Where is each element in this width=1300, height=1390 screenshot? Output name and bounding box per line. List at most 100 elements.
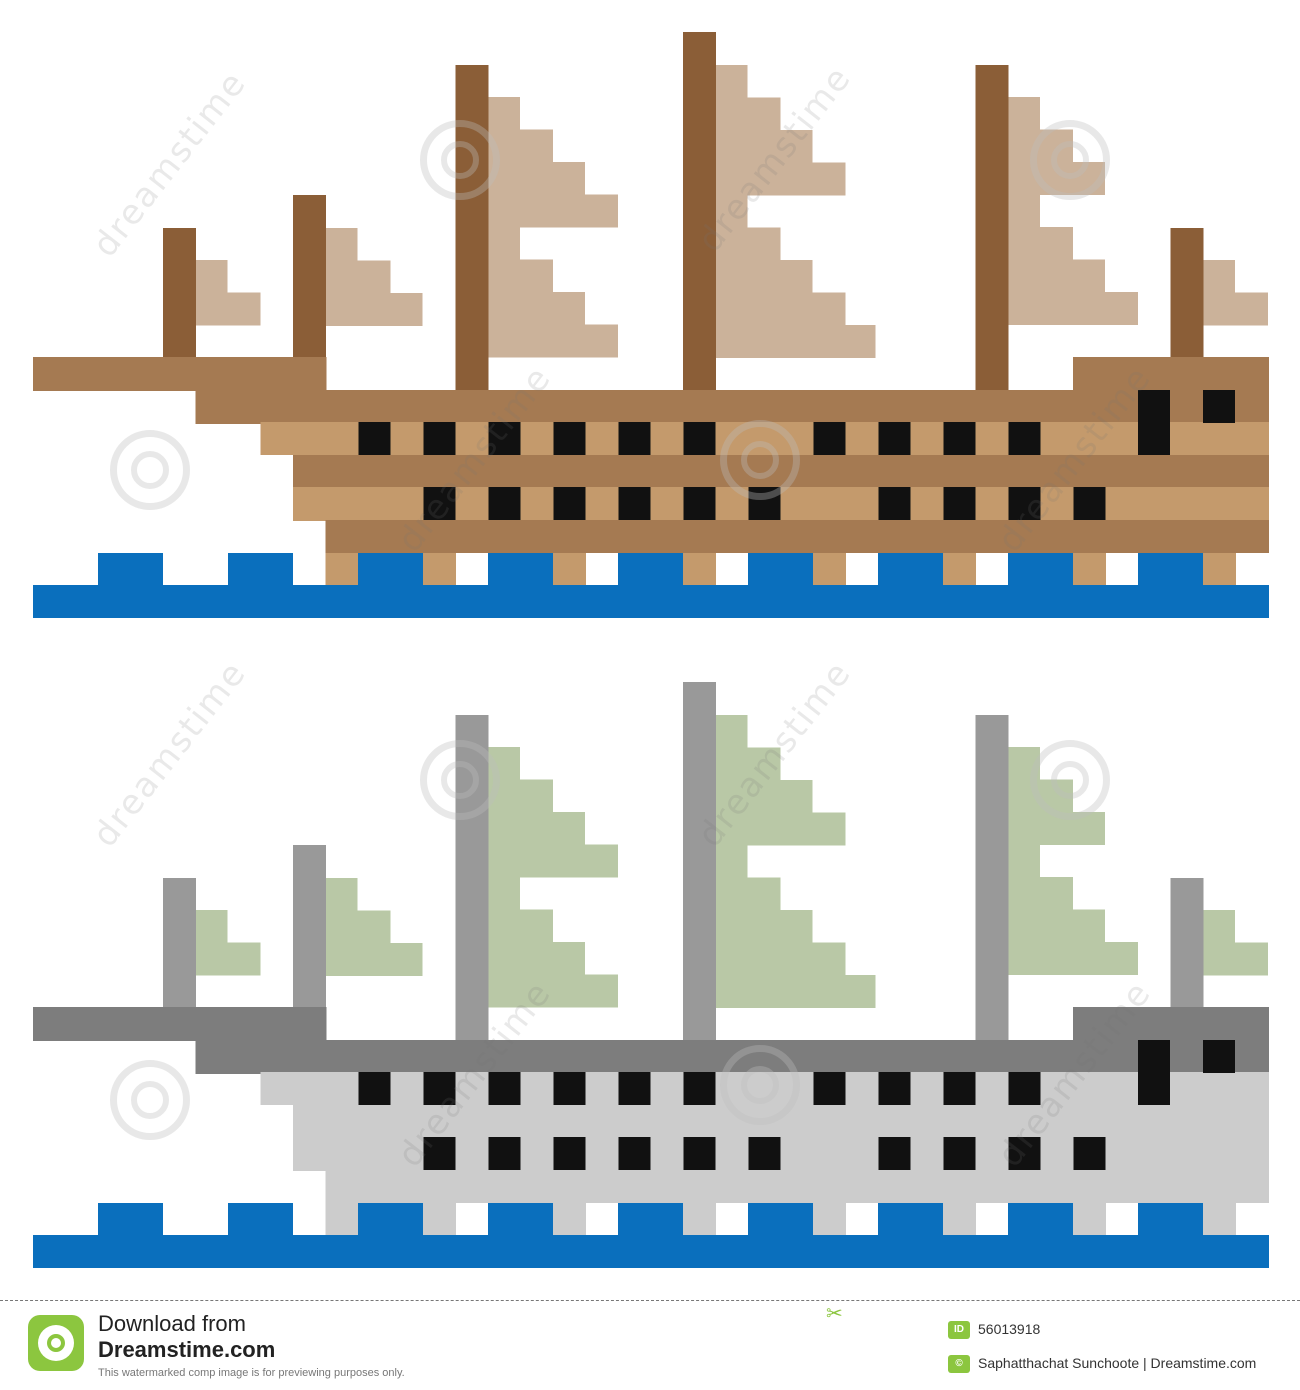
gun-port xyxy=(1008,1072,1041,1105)
gun-port xyxy=(488,1137,521,1170)
author-credit: Saphatthachat Sunchoote | Dreamstime.com xyxy=(978,1355,1257,1371)
sail-block xyxy=(715,715,748,748)
hull-row-4 xyxy=(325,520,1269,553)
wave xyxy=(488,1203,553,1236)
wave xyxy=(1138,1203,1203,1236)
watermark-spiral-icon xyxy=(110,430,190,510)
bowsprit xyxy=(33,1007,327,1041)
sail-block xyxy=(488,877,520,910)
sail-block xyxy=(715,260,813,293)
sail-block xyxy=(325,293,423,326)
keel-block xyxy=(1073,1203,1106,1236)
sail-block xyxy=(715,845,748,878)
stern-top xyxy=(1073,1007,1269,1041)
wave xyxy=(98,1203,163,1236)
sail-block xyxy=(488,162,585,195)
mast xyxy=(455,65,489,391)
gun-port xyxy=(488,1072,521,1105)
watermark-spiral-icon xyxy=(1030,740,1110,820)
sail-block xyxy=(715,65,748,98)
sail-block xyxy=(715,877,781,911)
keel-block xyxy=(943,553,976,586)
gun-port xyxy=(683,1137,716,1170)
keel-block xyxy=(683,1203,716,1236)
stern-window xyxy=(1203,1040,1235,1073)
sail-block xyxy=(715,780,813,813)
gun-port xyxy=(358,422,391,455)
wave xyxy=(228,1203,293,1236)
wave xyxy=(618,553,683,586)
hull-row-3 xyxy=(293,1137,1269,1171)
brown-ship xyxy=(33,32,1269,618)
sail-block xyxy=(1203,942,1268,976)
gun-port xyxy=(943,1072,976,1105)
sail-block xyxy=(195,942,261,976)
gun-port xyxy=(423,1137,456,1170)
wave xyxy=(1008,553,1073,586)
gun-port xyxy=(683,422,716,455)
sail-block xyxy=(715,130,813,163)
gun-port xyxy=(1008,422,1041,455)
sail-block xyxy=(1008,194,1040,228)
watermark-spiral-icon xyxy=(720,1045,800,1125)
gun-port xyxy=(943,1137,976,1170)
image-id: 56013918 xyxy=(978,1321,1041,1337)
water xyxy=(33,585,1269,618)
id-badge: ID xyxy=(948,1321,970,1339)
gun-port xyxy=(1073,487,1106,520)
watermark-spiral-icon xyxy=(110,1060,190,1140)
sail-block xyxy=(325,943,423,976)
sail-block xyxy=(488,942,585,975)
keel-block xyxy=(553,1203,586,1236)
site-name[interactable]: Dreamstime.com xyxy=(98,1337,276,1362)
bowsprit xyxy=(33,357,327,391)
wave xyxy=(878,1203,943,1236)
wave xyxy=(488,553,553,586)
keel-block xyxy=(683,553,716,586)
sail-block xyxy=(488,194,618,228)
sail-block xyxy=(715,747,781,781)
wave xyxy=(618,1203,683,1236)
gun-port xyxy=(878,422,911,455)
sail-block xyxy=(715,975,876,1008)
gun-port xyxy=(553,1137,586,1170)
mast xyxy=(975,65,1009,391)
gun-port xyxy=(813,1072,846,1105)
sail-block xyxy=(1203,292,1268,326)
gun-port xyxy=(553,487,586,520)
download-line: Download from xyxy=(98,1311,246,1336)
sail-block xyxy=(1008,844,1040,878)
wave xyxy=(228,553,293,586)
gun-port xyxy=(943,422,976,455)
wave xyxy=(878,553,943,586)
watermark-spiral-icon xyxy=(420,120,500,200)
sail-block xyxy=(488,259,553,293)
keel-block xyxy=(1203,553,1236,586)
stern-top xyxy=(1073,357,1269,391)
sail-block xyxy=(488,909,553,943)
sail-block xyxy=(195,260,228,293)
sail-block xyxy=(488,227,520,260)
gun-port xyxy=(618,1137,651,1170)
gun-port xyxy=(683,487,716,520)
wave xyxy=(98,553,163,586)
sail-block xyxy=(488,974,618,1008)
wave xyxy=(748,553,813,586)
watermark-spiral-icon xyxy=(420,740,500,820)
sail-block xyxy=(1008,259,1105,293)
water xyxy=(33,1235,1269,1268)
sail-block xyxy=(195,910,228,943)
wave xyxy=(748,1203,813,1236)
watermark-spiral-icon xyxy=(1030,120,1110,200)
gun-port xyxy=(423,422,456,455)
sail-block xyxy=(1008,909,1105,943)
footer-bar: Download from Dreamstime.com This waterm… xyxy=(0,1300,1300,1390)
sail-block xyxy=(325,260,391,294)
sail-block xyxy=(488,844,618,878)
keel-block xyxy=(325,1203,359,1236)
keel-block xyxy=(1203,1203,1236,1236)
sail-block xyxy=(1008,292,1138,325)
copyright-badge-icon: © xyxy=(948,1355,970,1373)
keel-block xyxy=(1073,553,1106,586)
gun-port xyxy=(683,1072,716,1105)
